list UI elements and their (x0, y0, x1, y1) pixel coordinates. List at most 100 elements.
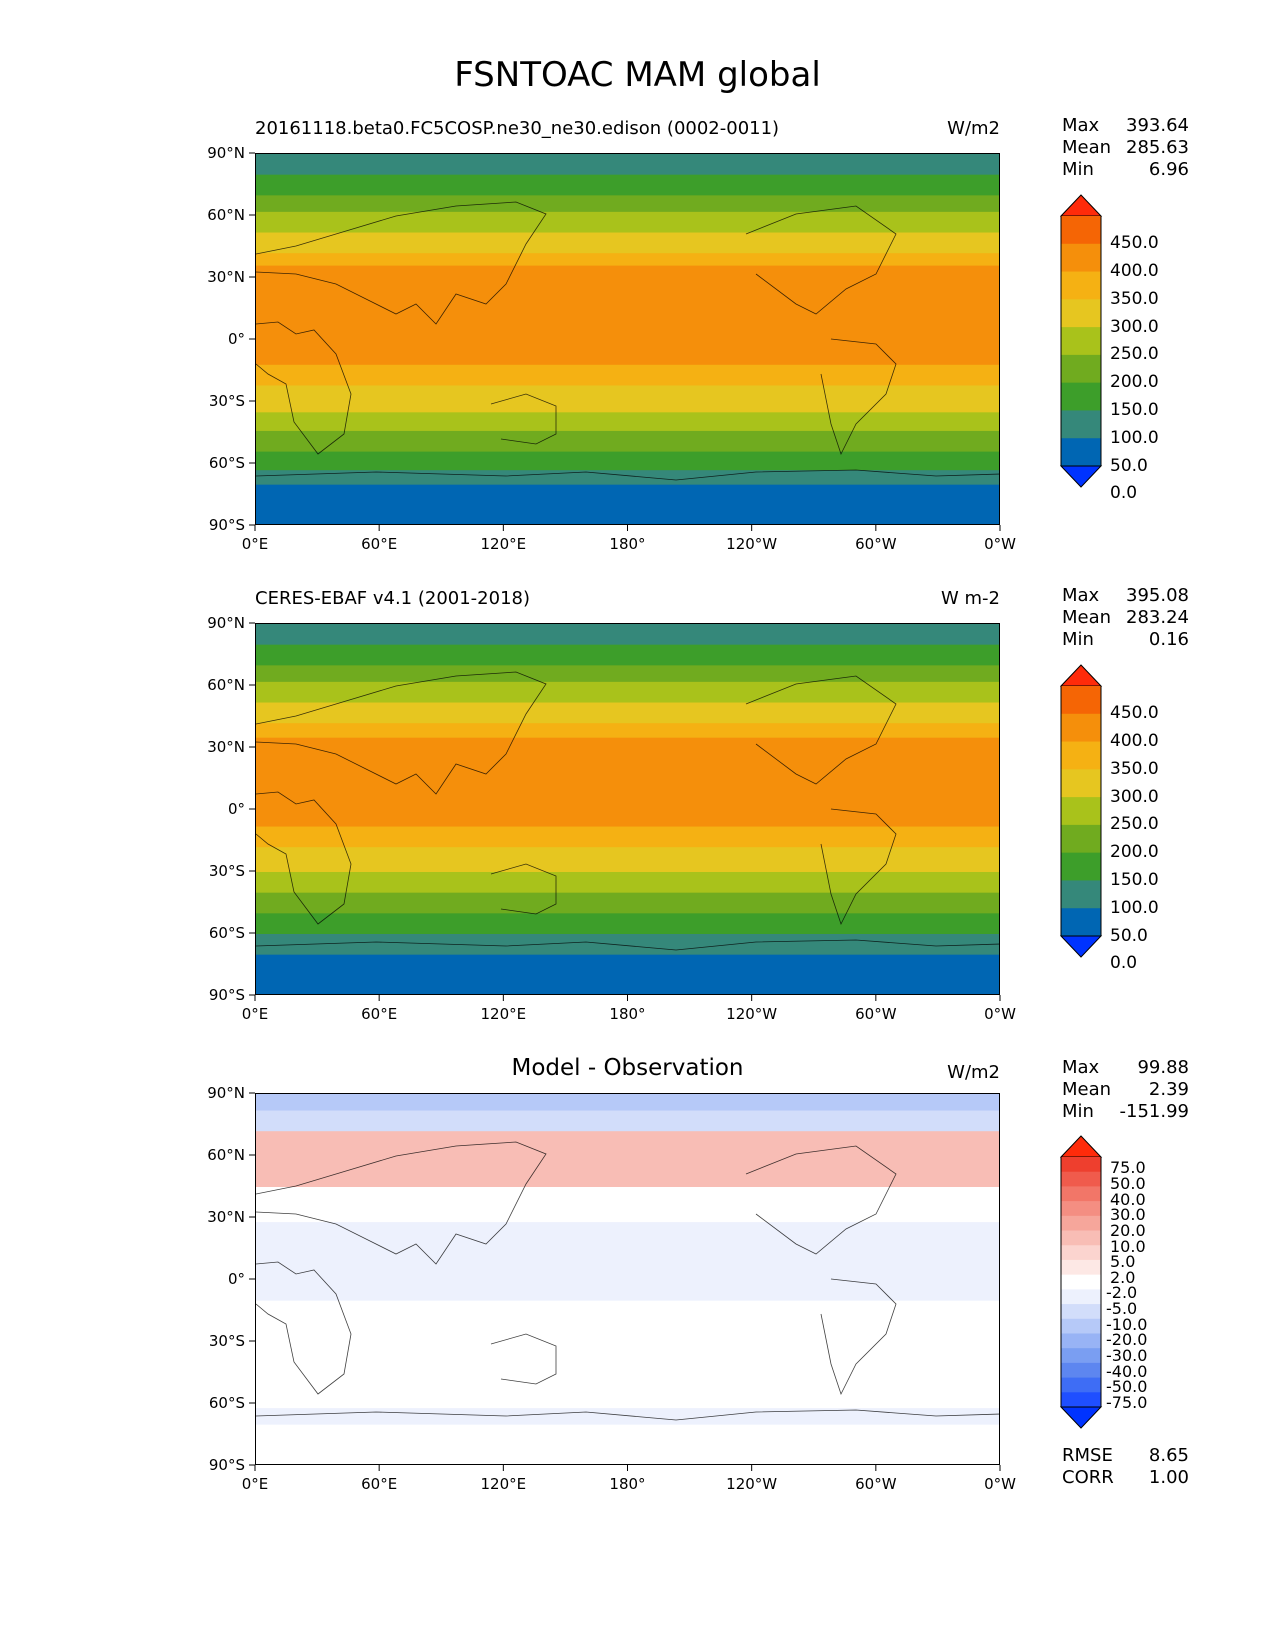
y-tick-label: 30°N (207, 1208, 245, 1226)
zonal-band-5 (256, 723, 999, 739)
diff-skill-scores: RMSE 8.65 CORR 1.00 (1062, 1445, 1189, 1489)
diff-max-label: Max (1062, 1057, 1100, 1078)
zonal-band-4 (256, 1222, 999, 1302)
obs-map-title: CERES-EBAF v4.1 (2001-2018) (255, 588, 531, 609)
x-tick-label: 60°W (855, 1005, 897, 1023)
colorbar-segment (1061, 1230, 1101, 1246)
zonal-band-5 (256, 253, 999, 267)
page-title: FSNTOAC MAM global (454, 55, 821, 95)
x-tick-label: 180° (609, 1475, 645, 1493)
colorbar-segment (1061, 852, 1101, 881)
x-tick-label: 120°E (481, 1475, 527, 1493)
colorbar-segment (1061, 216, 1101, 245)
colorbar-segment (1061, 741, 1101, 770)
diff-panel: Model - Observation W/m2 0°E 60°E 120°E 180… (0, 1055, 1275, 1515)
coastline-1 (256, 1141, 547, 1265)
y-tick-label: 60°N (207, 206, 245, 224)
colorbar-extend-min (1060, 935, 1103, 958)
coastline-0 (256, 791, 352, 925)
colorbar-segment (1061, 1186, 1101, 1202)
colorbar-tick-label: -50.0 (1106, 1377, 1148, 1397)
obs-map-field (256, 624, 999, 994)
colorbar-tick-label: -75.0 (1106, 1392, 1148, 1412)
colorbar-segment (1061, 243, 1101, 272)
colorbar-segment (1061, 271, 1101, 300)
colorbar-segment (1061, 438, 1101, 467)
colorbar-segment (1061, 1274, 1101, 1290)
zonal-band-0 (256, 1094, 999, 1112)
coastline-5 (256, 1409, 999, 1421)
model-mean: 285.63 (1126, 137, 1189, 158)
zonal-band-11 (256, 913, 999, 935)
colorbar-segment (1061, 713, 1101, 742)
diff-mean: 2.39 (1148, 1079, 1189, 1100)
colorbar-segment (1061, 327, 1101, 356)
colorbar-segment (1061, 1333, 1101, 1349)
diff-min-label: Min (1062, 1101, 1094, 1122)
colorbar-tick-label: 10.0 (1110, 1236, 1146, 1256)
colorbar-segment (1061, 1259, 1101, 1276)
colorbar-segment (1061, 880, 1101, 909)
zonal-band-12 (256, 934, 999, 956)
coastline-0 (256, 321, 352, 455)
diff-stats: Max 99.88 Mean 2.39 Min -151.99 (1062, 1057, 1189, 1123)
colorbar-tick-label: 250.0 (1110, 814, 1159, 835)
coastline-5 (256, 939, 999, 951)
zonal-band-7 (256, 826, 999, 848)
zonal-band-1 (256, 1110, 999, 1132)
x-tick-label: 0°W (984, 1475, 1016, 1493)
x-tick-label: 60°E (361, 535, 397, 553)
obs-max-label: Max (1062, 585, 1100, 606)
diff-mean-label: Mean (1062, 1079, 1112, 1100)
model-units: W/m2 (947, 118, 1000, 139)
colorbar-tick-label: 300.0 (1110, 316, 1159, 337)
coastline-4 (820, 1278, 897, 1396)
obs-min: 0.16 (1148, 629, 1189, 650)
y-tick-label: 30°S (209, 392, 245, 410)
model-min-label: Min (1062, 159, 1094, 180)
colorbar-segment (1061, 797, 1101, 826)
y-tick-label: 60°S (209, 454, 245, 472)
colorbar-segment (1061, 1377, 1101, 1393)
y-tick-label: 60°N (207, 676, 245, 694)
y-tick-label: 60°S (209, 1394, 245, 1412)
colorbar-segment (1061, 1362, 1101, 1378)
colorbar-tick-label: -5.0 (1106, 1299, 1138, 1319)
obs-min-label: Min (1062, 629, 1094, 650)
colorbar-segment (1061, 1348, 1101, 1364)
zonal-band-9 (256, 872, 999, 894)
model-max: 393.64 (1126, 115, 1189, 136)
model-mean-label: Mean (1062, 137, 1112, 158)
y-tick-label: 60°N (207, 1146, 245, 1164)
x-tick-label: 60°E (361, 1475, 397, 1493)
zonal-band-11 (256, 451, 999, 471)
x-tick-label: 0°E (242, 535, 269, 553)
coastline-2 (490, 393, 557, 445)
colorbar-tick-label: -40.0 (1106, 1361, 1148, 1381)
colorbar-segment (1061, 1245, 1101, 1261)
y-tick-label: 30°S (209, 862, 245, 880)
zonal-band-13 (256, 954, 999, 994)
zonal-band-0 (256, 154, 999, 176)
colorbar-tick-label: 350.0 (1110, 288, 1159, 309)
obs-mean-label: Mean (1062, 607, 1112, 628)
zonal-band-6 (256, 737, 999, 828)
colorbar-tick-label: 50.0 (1110, 925, 1148, 946)
coastline-5 (256, 469, 999, 481)
rmse-value: 8.65 (1148, 1445, 1189, 1466)
colorbar-tick-label: 5.0 (1110, 1252, 1136, 1272)
x-tick-label: 120°E (481, 1005, 527, 1023)
coastline-3 (745, 1145, 897, 1255)
model-colorbar (1060, 194, 1103, 488)
zonal-band-9 (256, 412, 999, 432)
y-tick-label: 90°S (209, 516, 245, 534)
colorbar-tick-label: 30.0 (1110, 1205, 1146, 1225)
colorbar-segment (1061, 1392, 1101, 1408)
corr-label: CORR (1062, 1467, 1114, 1488)
x-tick-label: 120°E (481, 535, 527, 553)
diff-map-title: Model - Observation (511, 1055, 744, 1081)
colorbar-tick-label: 2.0 (1110, 1267, 1136, 1287)
coastline-3 (745, 675, 897, 785)
colorbar-segment (1061, 382, 1101, 411)
colorbar-segment (1061, 1304, 1101, 1320)
